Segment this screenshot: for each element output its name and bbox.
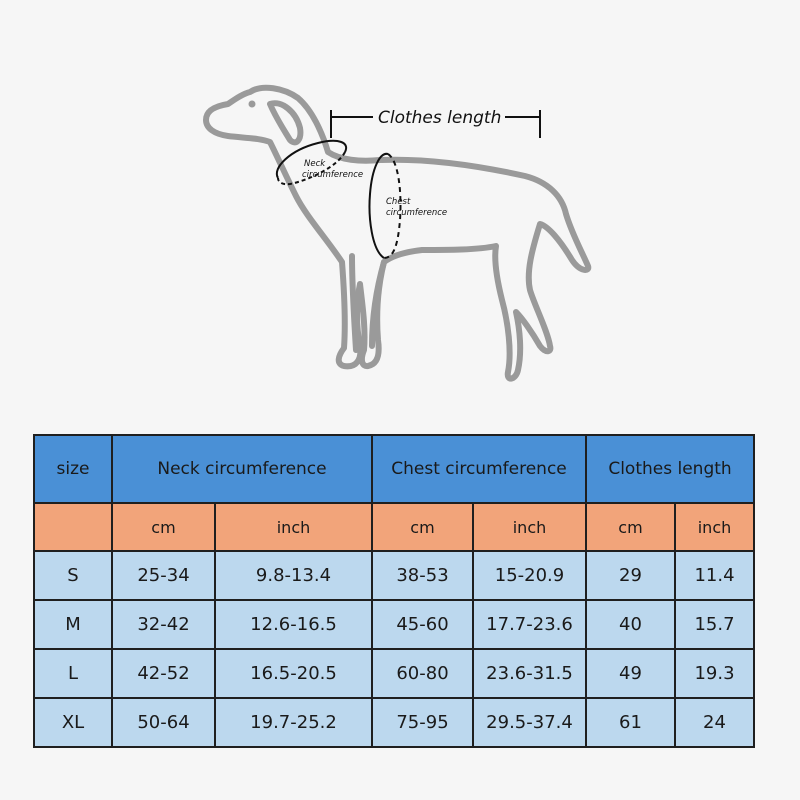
- unit-cell: cm: [371, 502, 474, 552]
- neck-inch-cell: 19.7-25.2: [214, 697, 373, 748]
- neck-inch-cell: 9.8-13.4: [214, 550, 373, 601]
- table-row: L 42-52 16.5-20.5 60-80 23.6-31.5 49 19.…: [33, 648, 755, 699]
- chest-cm-cell: 38-53: [371, 550, 474, 601]
- neck-label-line2: circumference: [302, 170, 363, 180]
- chest-circumference-marker: [368, 152, 402, 259]
- dog-measurement-diagram: Clothes length Neck circumference Chest …: [203, 84, 592, 382]
- size-header: size: [33, 434, 113, 504]
- neck-inch-cell: 12.6-16.5: [214, 599, 373, 650]
- table-row: XL 50-64 19.7-25.2 75-95 29.5-37.4 61 24: [33, 697, 755, 748]
- neck-group-header: Neck circumference: [111, 434, 373, 504]
- unit-cell: cm: [585, 502, 676, 552]
- neck-cm-cell: 32-42: [111, 599, 216, 650]
- chest-label-line2: circumference: [386, 208, 447, 218]
- neck-inch-cell: 16.5-20.5: [214, 648, 373, 699]
- table-row: S 25-34 9.8-13.4 38-53 15-20.9 29 11.4: [33, 550, 755, 601]
- size-cell: XL: [33, 697, 113, 748]
- chest-inch-cell: 23.6-31.5: [472, 648, 587, 699]
- chest-inch-cell: 29.5-37.4: [472, 697, 587, 748]
- clothes-length-label: Clothes length: [378, 108, 501, 128]
- chest-group-header: Chest circumference: [371, 434, 587, 504]
- neck-circumference-marker: [275, 139, 348, 186]
- unit-empty-cell: [33, 502, 113, 552]
- size-cell: M: [33, 599, 113, 650]
- length-inch-cell: 24: [674, 697, 755, 748]
- dog-eye-icon: [248, 100, 256, 108]
- length-group-header: Clothes length: [585, 434, 755, 504]
- chest-inch-cell: 15-20.9: [472, 550, 587, 601]
- unit-cell: cm: [111, 502, 216, 552]
- table-row: M 32-42 12.6-16.5 45-60 17.7-23.6 40 15.…: [33, 599, 755, 650]
- clothes-length-marker: [330, 110, 541, 138]
- unit-header-row: cm inch cm inch cm inch: [33, 502, 755, 552]
- unit-cell: inch: [472, 502, 587, 552]
- size-cell: S: [33, 550, 113, 601]
- chest-inch-cell: 17.7-23.6: [472, 599, 587, 650]
- neck-label-line1: Neck: [304, 159, 326, 169]
- size-cell: L: [33, 648, 113, 699]
- length-cm-cell: 29: [585, 550, 676, 601]
- length-inch-cell: 19.3: [674, 648, 755, 699]
- chest-cm-cell: 45-60: [371, 599, 474, 650]
- neck-cm-cell: 42-52: [111, 648, 216, 699]
- chest-label-line1: Chest: [386, 197, 411, 207]
- unit-cell: inch: [214, 502, 373, 552]
- chest-cm-cell: 60-80: [371, 648, 474, 699]
- length-cm-cell: 61: [585, 697, 676, 748]
- length-cm-cell: 49: [585, 648, 676, 699]
- length-inch-cell: 11.4: [674, 550, 755, 601]
- unit-cell: inch: [674, 502, 755, 552]
- length-inch-cell: 15.7: [674, 599, 755, 650]
- group-header-row: size Neck circumference Chest circumfere…: [33, 434, 755, 504]
- neck-cm-cell: 25-34: [111, 550, 216, 601]
- neck-cm-cell: 50-64: [111, 697, 216, 748]
- size-chart-table: size Neck circumference Chest circumfere…: [33, 434, 755, 748]
- dog-outline-icon: [203, 84, 592, 382]
- length-cm-cell: 40: [585, 599, 676, 650]
- chest-cm-cell: 75-95: [371, 697, 474, 748]
